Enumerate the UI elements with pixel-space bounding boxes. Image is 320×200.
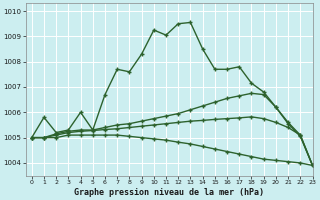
X-axis label: Graphe pression niveau de la mer (hPa): Graphe pression niveau de la mer (hPa) xyxy=(74,188,264,197)
